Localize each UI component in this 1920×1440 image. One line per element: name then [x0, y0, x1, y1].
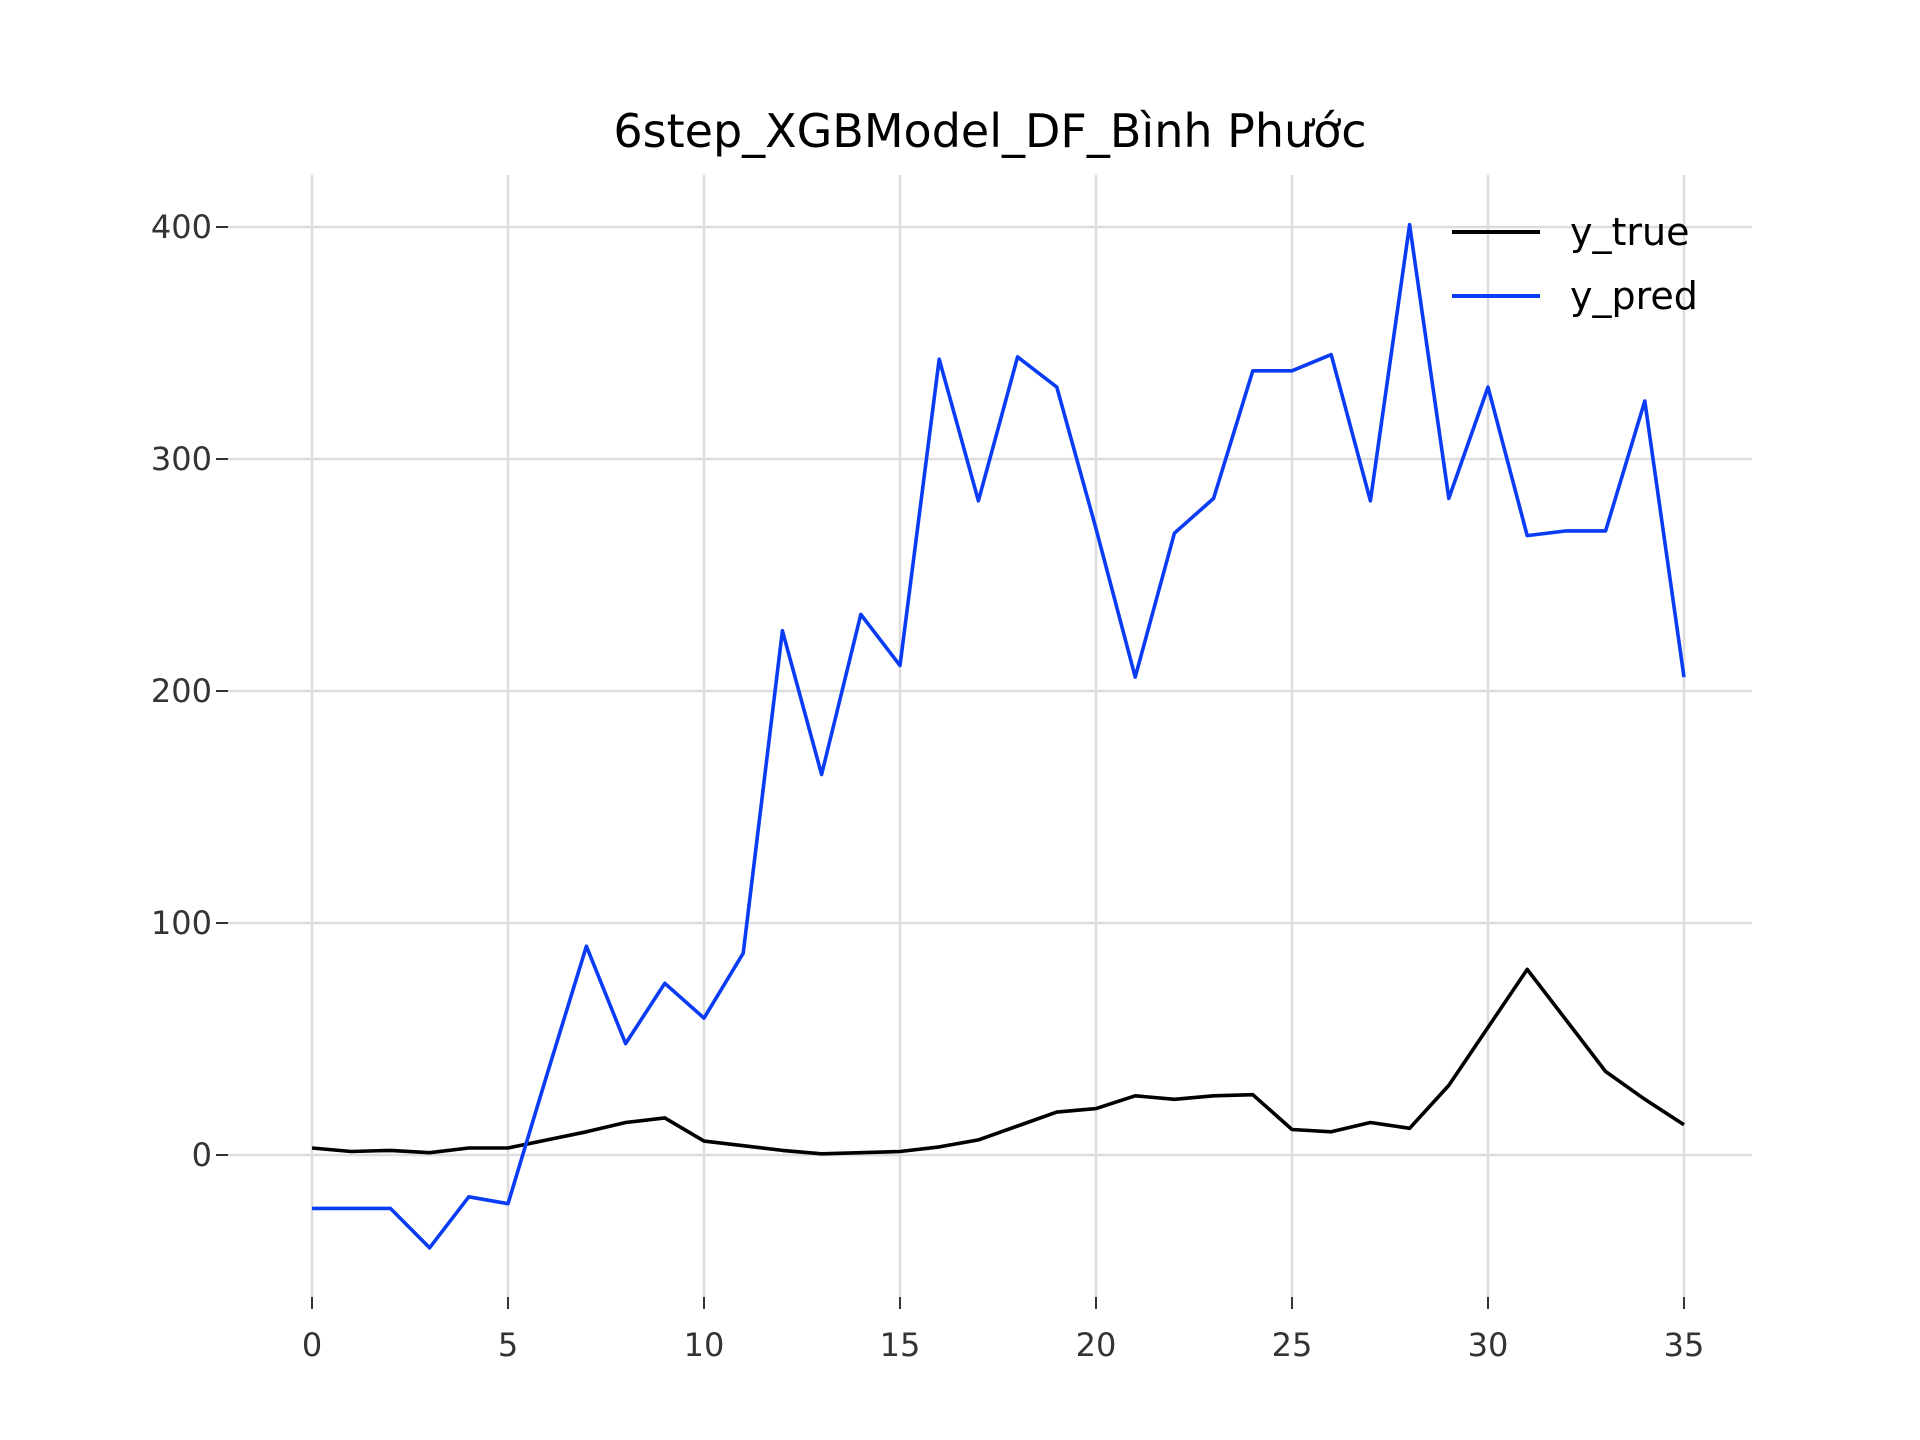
- y-tick-label-200: 200: [151, 672, 212, 710]
- series-lines: [311, 222, 1686, 1250]
- x-tick-label-25: 25: [1272, 1326, 1313, 1364]
- legend-label-y-pred: y_pred: [1570, 274, 1698, 318]
- y-tick-label-300: 300: [151, 440, 212, 478]
- legend-label-y-true: y_true: [1570, 210, 1689, 254]
- x-tick-label-10: 10: [684, 1326, 725, 1364]
- y-tick-label-400: 400: [151, 208, 212, 246]
- x-tick-label-30: 30: [1468, 1326, 1509, 1364]
- y-tick-label-0: 0: [192, 1136, 212, 1174]
- x-tick-label-20: 20: [1076, 1326, 1117, 1364]
- series-line-y-pred: [312, 222, 1686, 1250]
- chart-title: 6step_XGBModel_DF_Bình Phước: [613, 104, 1366, 158]
- x-tick-label-0: 0: [302, 1326, 322, 1364]
- y-tick-label-100: 100: [151, 904, 212, 942]
- x-tick-label-5: 5: [498, 1326, 518, 1364]
- legend: y_true y_pred: [1452, 210, 1698, 318]
- grid-lines: [228, 175, 1752, 1297]
- axes: 0 5 10 15 20 25 30 35 0 100 200 300 400: [151, 208, 1704, 1364]
- series-line-y-true: [311, 967, 1685, 1156]
- x-tick-label-35: 35: [1664, 1326, 1705, 1364]
- x-tick-label-15: 15: [880, 1326, 921, 1364]
